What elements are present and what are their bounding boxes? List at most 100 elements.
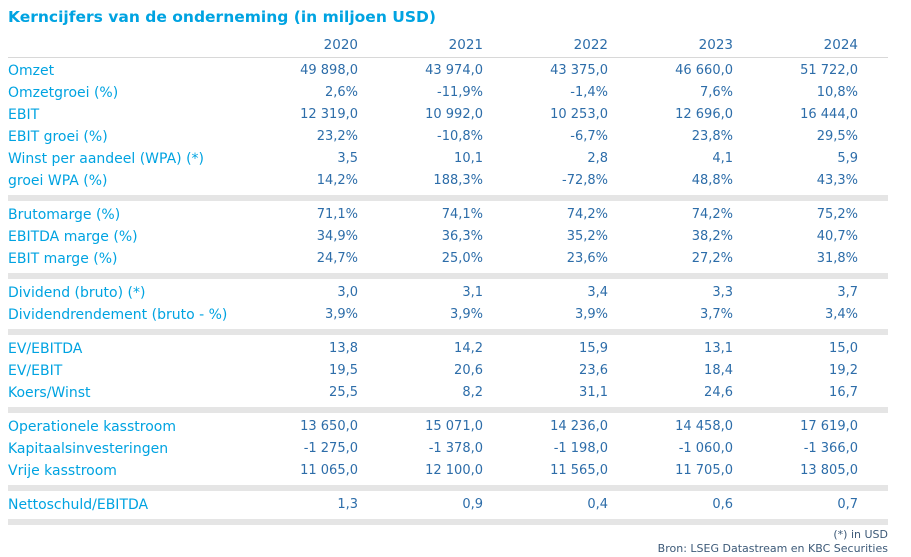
cell-value: 13,8 [329,341,358,356]
cell-value: 19,2 [829,363,858,378]
cell-value: 74,2% [691,207,733,222]
cell-value: 38,2% [691,229,733,244]
cell-value: 0,7 [837,497,858,512]
table-row: EBIT 12 319,0 10 992,0 10 253,0 12 696,0 16 4… [8,104,888,126]
cell-value: 2,8 [587,151,608,166]
cell-value: 0,4 [587,497,608,512]
cell-value: 12 696,0 [675,107,733,122]
cell-value: 3,9% [574,307,608,322]
cell-value: 40,7% [816,229,858,244]
cell-value: 3,1 [462,285,483,300]
cell-value: -1 198,0 [553,441,608,456]
cell-value: 16,7 [829,385,858,400]
table-row: EBIT groei (%) 23,2% -10,8% -6,7% 23,8% 29,5% [8,126,888,148]
table-row: EBITDA marge (%) 34,9% 36,3% 35,2% 38,2% 40,7… [8,226,888,248]
row-label: Dividendrendement (bruto - %) [8,307,228,323]
cell-value: 49 898,0 [300,63,358,78]
row-label: Kapitaalsinvesteringen [8,441,169,457]
cell-value: 3,0 [337,285,358,300]
row-label: Koers/Winst [8,385,91,401]
financial-table: 2020 2021 2022 2023 2024 Omzet 49 898,0 43 974… [8,37,888,525]
table-row: Vrije kasstroom 11 065,0 12 100,0 11 565,0 1… [8,460,888,482]
year-header: 2020 [323,37,358,53]
cell-value: -11,9% [437,85,483,100]
section-divider [8,195,888,201]
table-row: Operationele kasstroom 13 650,0 15 071,0 14… [8,416,888,438]
cell-value: 29,5% [816,129,858,144]
cell-value: 14,2 [454,341,483,356]
cell-value: -1 060,0 [678,441,733,456]
table-row: Omzetgroei (%) 2,6% -11,9% -1,4% 7,6% 10,8% [8,82,888,104]
cell-value: 3,9% [324,307,358,322]
year-header: 2024 [823,37,858,53]
section-divider [8,329,888,335]
section-divider [8,273,888,279]
table-body: Omzet 49 898,0 43 974,0 43 375,0 46 660,0 51 … [8,60,888,525]
cell-value: 23,6 [579,363,608,378]
cell-value: 19,5 [329,363,358,378]
cell-value: 7,6% [699,85,733,100]
cell-value: 16 444,0 [800,107,858,122]
table-section: Brutomarge (%) 71,1% 74,1% 74,2% 74,2% 75,2% E… [8,204,888,270]
table-row: Winst per aandeel (WPA) (*) 3,5 10,1 2,8 4,1… [8,148,888,170]
cell-value: 188,3% [433,173,483,188]
cell-value: 0,9 [462,497,483,512]
cell-value: -6,7% [570,129,608,144]
cell-value: 23,2% [316,129,358,144]
table-row: Dividend (bruto) (*) 3,0 3,1 3,4 3,3 3,7 [8,282,888,304]
section-divider [8,485,888,491]
cell-value: -10,8% [437,129,483,144]
year-header: 2021 [448,37,483,53]
cell-value: 25,5 [329,385,358,400]
cell-value: 74,1% [441,207,483,222]
row-label: EBIT [8,107,40,123]
cell-value: -1 378,0 [428,441,483,456]
cell-value: 14,2% [316,173,358,188]
cell-value: 13 650,0 [300,419,358,434]
cell-value: 31,8% [816,251,858,266]
table-footer: (*) in USD Bron: LSEG Datastream en KBC … [8,528,888,556]
cell-value: 36,3% [441,229,483,244]
table-row: Koers/Winst 25,5 8,2 31,1 24,6 16,7 [8,382,888,404]
cell-value: 15 071,0 [425,419,483,434]
row-label: Vrije kasstroom [8,463,117,479]
section-divider [8,407,888,413]
cell-value: 35,2% [566,229,608,244]
cell-value: 51 722,0 [800,63,858,78]
row-label: Operationele kasstroom [8,419,176,435]
row-label: Brutomarge (%) [8,207,121,223]
table-section: Nettoschuld/EBITDA 1,3 0,9 0,4 0,6 0,7 [8,494,888,516]
cell-value: 48,8% [691,173,733,188]
cell-value: 27,2% [691,251,733,266]
cell-value: 13 805,0 [800,463,858,478]
cell-value: 2,6% [324,85,358,100]
cell-value: -1 366,0 [803,441,858,456]
cell-value: 3,4% [824,307,858,322]
cell-value: 3,5 [337,151,358,166]
source-attribution: Bron: LSEG Datastream en KBC Securities [657,542,888,555]
cell-value: 12 319,0 [300,107,358,122]
section-divider [8,519,888,525]
cell-value: 24,6 [704,385,733,400]
row-label: Omzet [8,63,55,79]
table-row: Dividendrendement (bruto - %) 3,9% 3,9% 3,9… [8,304,888,326]
cell-value: 12 100,0 [425,463,483,478]
cell-value: 14 458,0 [675,419,733,434]
cell-value: 43 375,0 [550,63,608,78]
table-row: Kapitaalsinvesteringen -1 275,0 -1 378,0 -1… [8,438,888,460]
table-row: EV/EBITDA 13,8 14,2 15,9 13,1 15,0 [8,338,888,360]
cell-value: 8,2 [462,385,483,400]
cell-value: -1 275,0 [303,441,358,456]
page-title: Kerncijfers van de onderneming (in miljo… [8,8,436,26]
cell-value: 1,3 [337,497,358,512]
cell-value: 71,1% [316,207,358,222]
cell-value: 0,6 [712,497,733,512]
cell-value: 43,3% [816,173,858,188]
row-label: EBIT groei (%) [8,129,108,145]
cell-value: 11 565,0 [550,463,608,478]
year-header: 2022 [573,37,608,53]
year-header: 2023 [698,37,733,53]
row-label: Winst per aandeel (WPA) (*) [8,151,204,167]
row-label: Nettoschuld/EBITDA [8,497,149,513]
